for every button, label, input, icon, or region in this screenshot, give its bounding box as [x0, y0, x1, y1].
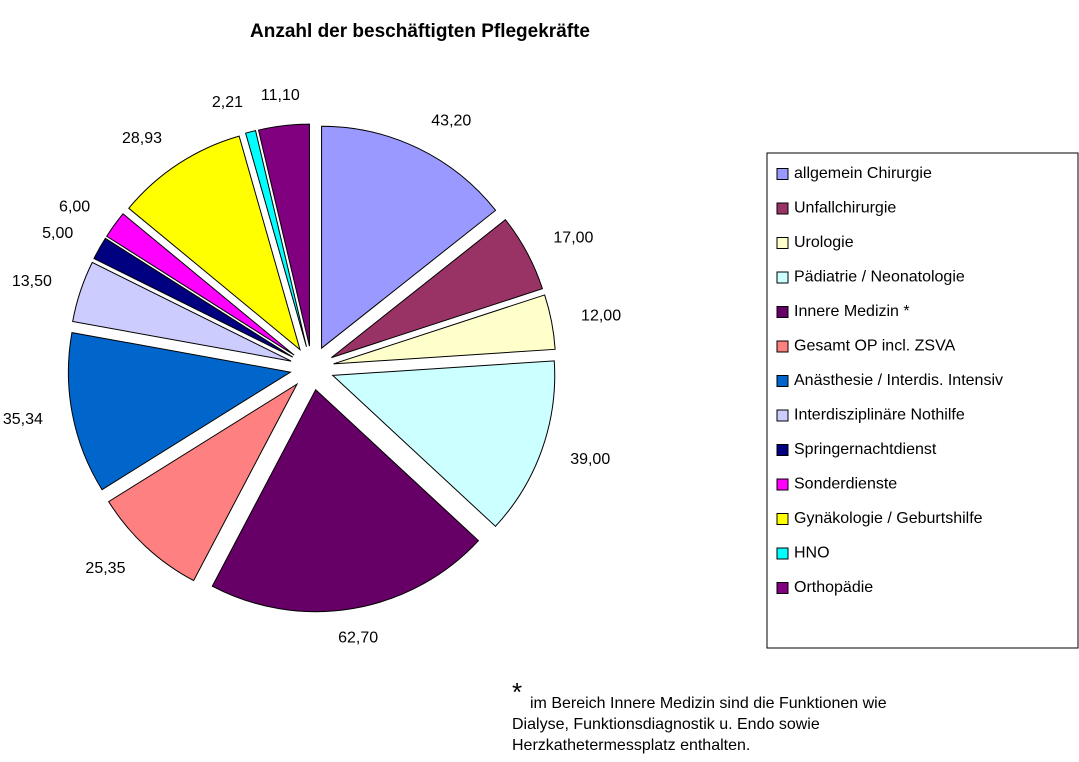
legend-label: Sonderdienste	[794, 476, 897, 493]
note-line: im Bereich Innere Medizin sind die Funkt…	[530, 695, 887, 712]
pie-slice	[128, 135, 301, 351]
pie-slice	[245, 130, 307, 347]
pie-slice	[331, 219, 544, 359]
legend-label: Anästhesie / Interdis. Intensiv	[794, 372, 1003, 389]
data-label: 17,00	[553, 230, 593, 247]
legend-swatch	[776, 582, 789, 594]
data-label: 28,93	[122, 130, 162, 147]
legend-label: HNO	[794, 545, 830, 562]
note-line: Dialyse, Funktionsdiagnostik u. Endo sow…	[512, 716, 820, 733]
legend-label: Gynäkologie / Geburtshilfe	[794, 510, 983, 527]
note-line: Herzkathetermessplatz enthalten.	[512, 737, 750, 754]
legend-swatch	[776, 340, 789, 353]
legend-label: Orthopädie	[794, 579, 873, 596]
legend-swatch	[776, 444, 789, 456]
pie-slice	[105, 213, 295, 356]
legend-label: Interdisziplinäre Nothilfe	[794, 407, 965, 424]
pie-slice	[333, 294, 556, 365]
legend-swatch	[776, 306, 789, 318]
note-marker: *	[512, 677, 522, 707]
pie-slice	[93, 237, 294, 358]
data-label: 25,35	[85, 560, 125, 577]
pie-slice	[257, 123, 310, 347]
legend-swatch	[776, 478, 789, 491]
data-label: 39,00	[570, 451, 610, 468]
legend-label: Urologie	[794, 234, 854, 251]
data-label: 13,50	[12, 273, 52, 290]
legend-box	[766, 152, 1079, 649]
pie-slice	[107, 382, 299, 582]
pie-slice	[72, 261, 292, 362]
data-label: 12,00	[581, 307, 621, 324]
legend-swatch	[776, 409, 789, 422]
legend-swatch	[776, 271, 789, 284]
legend-label: Gesamt OP incl. ZSVA	[794, 338, 956, 355]
legend-label: Springernachtdienst	[794, 441, 937, 458]
data-label: 62,70	[338, 629, 378, 646]
legend-label: Innere Medizin *	[794, 303, 910, 320]
chart-title: Anzahl der beschäftigten Pflegekräfte	[250, 21, 590, 42]
legend-swatch	[776, 202, 789, 215]
legend-swatch	[776, 168, 789, 180]
legend-label: Unfallchirurgie	[794, 200, 896, 217]
pie-slice	[211, 388, 480, 613]
pie-slice	[321, 125, 497, 350]
data-label: 11,10	[261, 87, 300, 104]
data-label: 2,21	[212, 94, 243, 111]
pie-slice	[331, 360, 556, 528]
legend-swatch	[776, 547, 789, 560]
legend-swatch	[776, 237, 789, 249]
legend-swatch	[776, 513, 789, 525]
pie-slice	[67, 331, 292, 491]
data-label: 5,00	[42, 225, 73, 242]
legend-swatch	[776, 375, 789, 387]
data-label: 35,34	[3, 411, 43, 428]
data-label: 43,20	[431, 113, 471, 130]
data-label: 6,00	[59, 198, 90, 215]
legend-label: allgemein Chirurgie	[794, 165, 932, 182]
legend-label: Pädiatrie / Neonatologie	[794, 269, 965, 286]
